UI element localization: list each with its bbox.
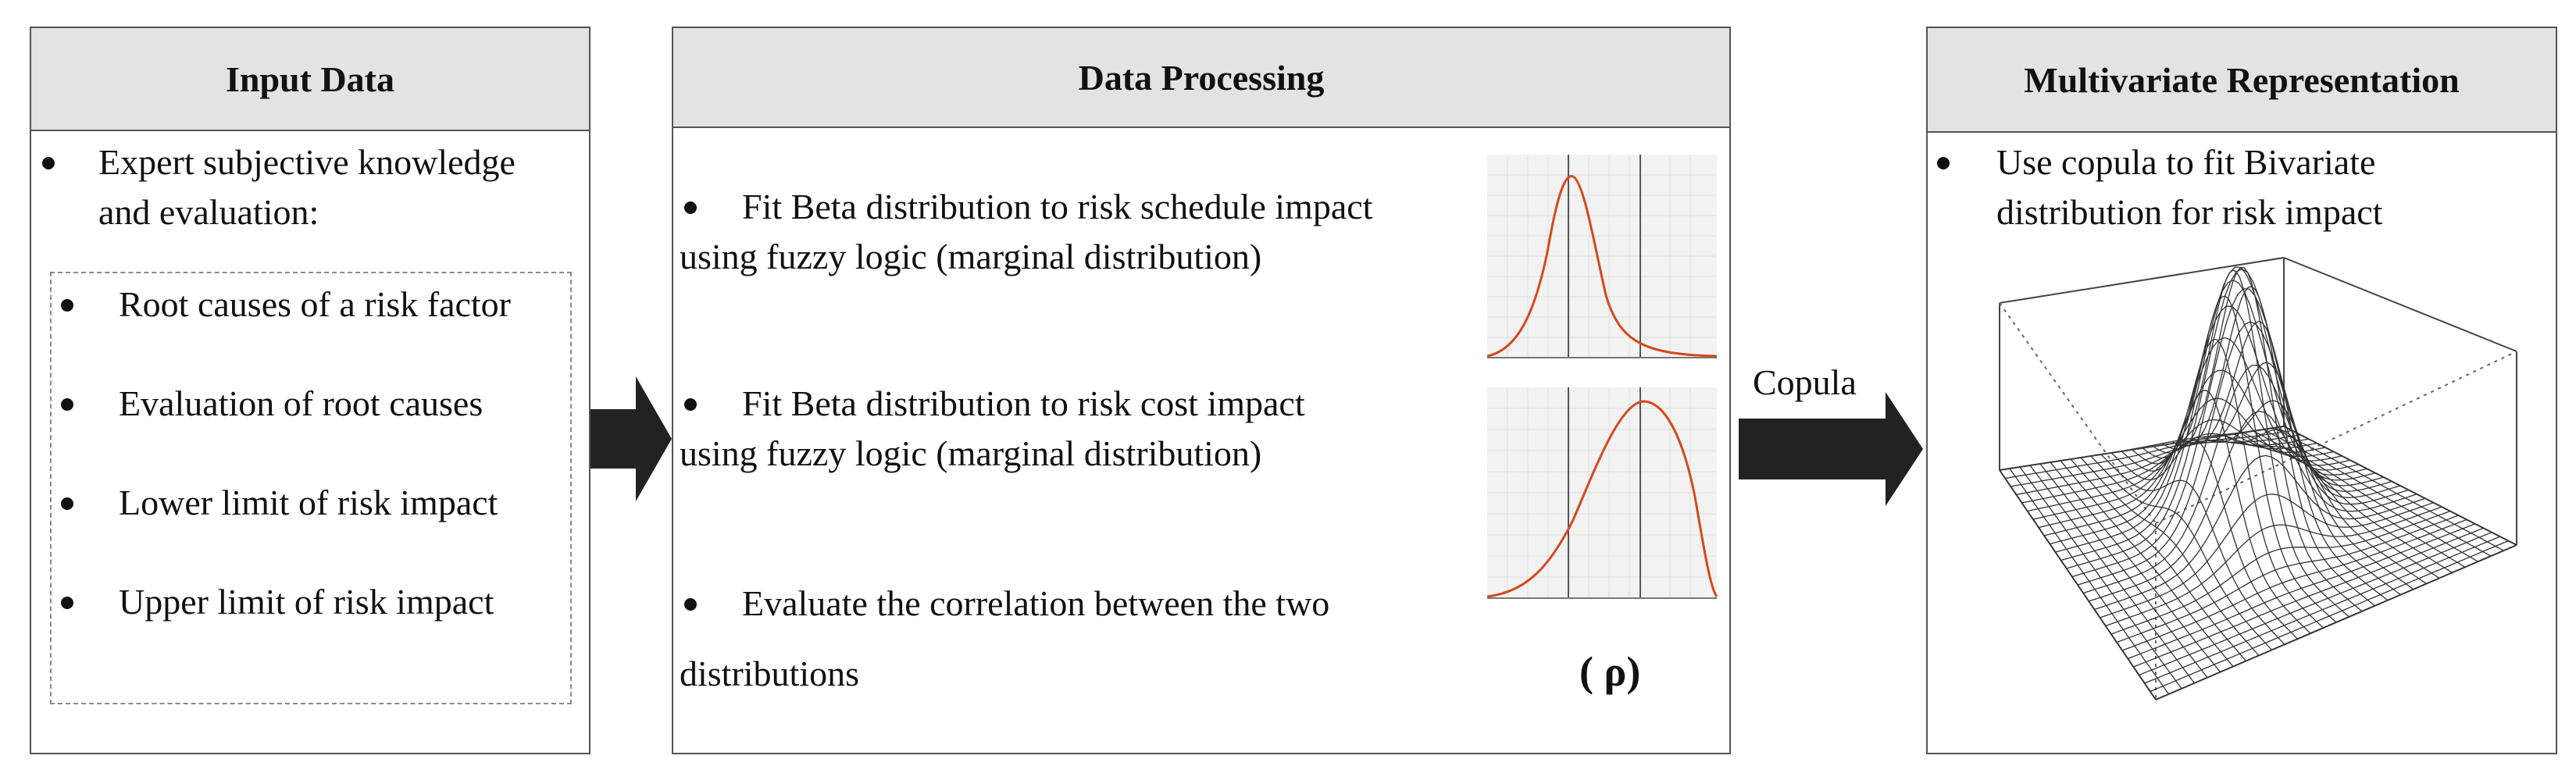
input-data-title: Input Data xyxy=(225,59,394,99)
surface-wire xyxy=(2100,494,2434,618)
step2-line1: Fit Beta distribution to risk cost impac… xyxy=(742,383,1305,423)
schedule-beta-distribution-plot xyxy=(1486,155,1718,358)
output-line1: Use copula to fit Bivariate xyxy=(1996,142,2376,182)
bullet-icon xyxy=(61,299,73,312)
input-data-panel: Input Data xyxy=(30,27,590,754)
right-arrow-icon xyxy=(1739,392,1923,506)
bullet-icon xyxy=(1937,157,1950,169)
surface-wire xyxy=(2263,429,2492,557)
step2-line2: using fuzzy logic (marginal distribution… xyxy=(680,433,1262,473)
input-intro-line2: and evaluation: xyxy=(98,192,319,232)
bullet-icon xyxy=(61,398,73,411)
bullet-icon xyxy=(684,598,697,611)
surface-wire xyxy=(2110,510,2451,635)
step3-line2: distributions xyxy=(680,654,860,693)
surface-wire xyxy=(2082,365,2409,594)
surface-wire xyxy=(2283,426,2517,546)
surface-wire xyxy=(2202,400,2414,590)
surface-wire xyxy=(2182,320,2389,601)
surface-wire xyxy=(2151,269,2349,618)
surface-wire xyxy=(2139,532,2492,676)
surface-wire xyxy=(2128,523,2476,660)
surface-wire xyxy=(2077,321,2401,586)
surface-wire xyxy=(2133,527,2484,668)
surface-wire xyxy=(2116,515,2459,643)
surface-wire xyxy=(2050,461,2221,673)
input-item: Upper limit of risk impact xyxy=(119,582,494,622)
input-item: Root causes of a risk factor xyxy=(119,284,512,324)
step1-line1: Fit Beta distribution to risk schedule i… xyxy=(742,187,1373,226)
step3-line1: Evaluate the correlation between the two xyxy=(742,583,1330,623)
root-cause-group xyxy=(50,272,572,704)
cost-beta-distribution-plot xyxy=(1486,387,1718,599)
surface-wire xyxy=(2144,536,2500,684)
surface-wire xyxy=(2121,519,2467,651)
bullet-icon xyxy=(684,201,697,214)
surface-wire xyxy=(2060,460,2234,668)
bullet-icon xyxy=(61,597,73,609)
input-intro-line1: Expert subjective knowledge xyxy=(98,142,516,182)
step1-line2: using fuzzy logic (marginal distribution… xyxy=(680,237,1262,276)
input-data-header: Input Data xyxy=(31,28,589,131)
bullet-icon xyxy=(684,398,697,411)
bullet-icon xyxy=(61,497,73,510)
multivariate-header: Multivariate Representation xyxy=(1928,28,2556,133)
surface-wire xyxy=(2131,338,2324,629)
surface-wire xyxy=(2273,427,2504,551)
surface-wire xyxy=(2253,430,2478,562)
surface-wire xyxy=(2171,286,2375,607)
surface-wire xyxy=(2232,433,2453,573)
right-arrow-icon xyxy=(590,376,672,501)
surface-wire xyxy=(2027,419,2326,512)
surface-wire xyxy=(2105,506,2442,627)
rho-symbol: ( ρ) xyxy=(1579,648,1641,695)
surface-wire xyxy=(2150,540,2509,693)
data-processing-title: Data Processing xyxy=(1078,57,1325,98)
surface-wire xyxy=(2161,266,2363,612)
bivariate-copula-surface-plot xyxy=(1999,257,2517,700)
surface-wire xyxy=(2089,411,2417,602)
output-line2: distribution for risk impact xyxy=(1996,192,2383,232)
surface-wire xyxy=(2212,429,2427,585)
input-item: Evaluation of root causes xyxy=(119,383,483,423)
input-item: Lower limit of risk impact xyxy=(119,483,498,522)
bullet-icon xyxy=(42,157,55,169)
surface-wire xyxy=(2155,544,2517,700)
multivariate-title: Multivariate Representation xyxy=(2024,59,2460,100)
surface-wire xyxy=(2094,454,2426,611)
data-processing-header: Data Processing xyxy=(673,28,1729,128)
copula-label: Copula xyxy=(1753,362,1857,402)
surface-wire xyxy=(2242,431,2466,568)
